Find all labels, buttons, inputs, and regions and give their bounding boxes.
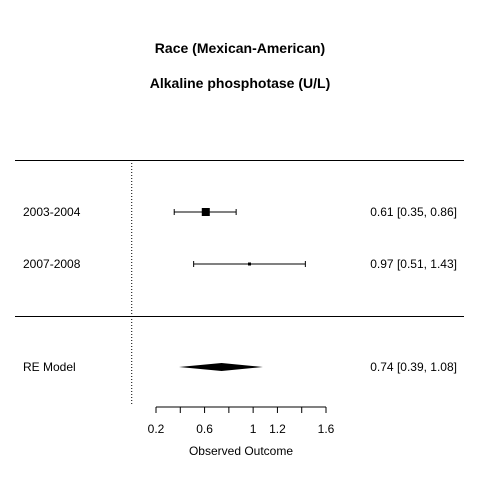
estimate-text: 0.97 [0.51, 1.43] <box>370 257 457 271</box>
summary-label: RE Model <box>23 360 76 374</box>
chart-subtitle: Alkaline phosphotase (U/L) <box>149 75 331 91</box>
x-tick-label: 1 <box>250 422 257 436</box>
point-estimate <box>201 208 210 216</box>
x-tick-label: 0.2 <box>148 422 165 436</box>
summary-text: 0.74 [0.39, 1.08] <box>370 360 457 374</box>
estimate-text: 0.61 [0.35, 0.86] <box>370 205 457 219</box>
point-estimate <box>248 262 251 266</box>
x-axis-label: Observed Outcome <box>189 444 293 458</box>
x-tick-label: 0.6 <box>196 422 213 436</box>
x-tick-label: 1.2 <box>269 422 286 436</box>
summary-diamond <box>179 363 263 371</box>
x-tick-label: 1.6 <box>318 422 335 436</box>
study-label: 2003-2004 <box>23 205 81 219</box>
study-label: 2007-2008 <box>23 257 81 271</box>
chart-title: Race (Mexican-American) <box>154 40 326 56</box>
